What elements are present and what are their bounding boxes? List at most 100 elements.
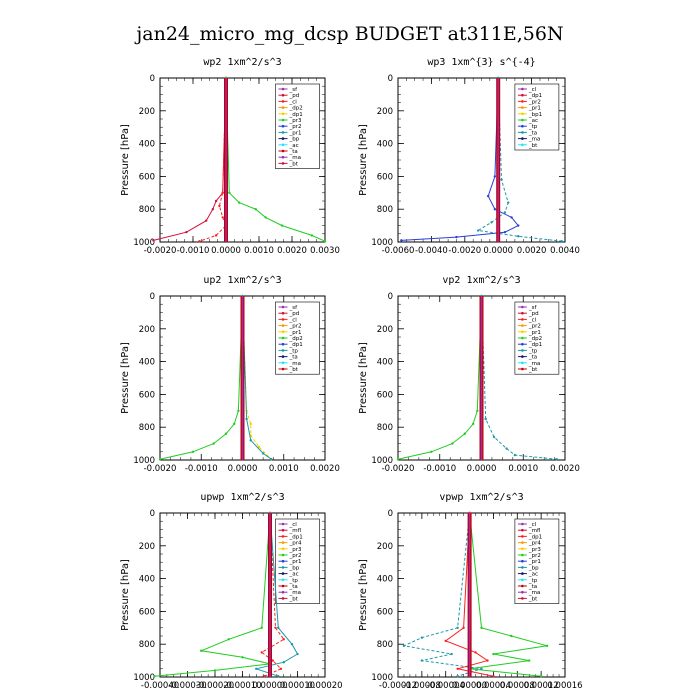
series-point <box>555 457 558 461</box>
figure-title: jan24_micro_mg_dcsp BUDGET at311E,56N <box>134 23 563 45</box>
series-point <box>260 626 263 629</box>
legend-label: _pr1 <box>289 559 302 565</box>
chart-panel: up2 1xm^2/s^3 Pressure [hPa] -0.0020 -0.001… <box>120 275 340 474</box>
legend-marker <box>281 597 285 600</box>
x-tick-label: 0.0030 <box>310 246 340 256</box>
panel-title: wp2 1xm^2/s^3 <box>203 57 281 68</box>
series-point <box>212 442 215 445</box>
legend-marker <box>281 535 285 538</box>
x-tick-label: -0.0040 <box>415 246 448 256</box>
series-point <box>249 439 252 442</box>
series-point <box>444 639 447 643</box>
legend-label: _dp1 <box>289 342 303 348</box>
series-point <box>430 450 433 453</box>
x-tick-label: -0.0020 <box>382 464 415 474</box>
series-point <box>545 644 549 648</box>
series-point <box>152 239 155 242</box>
x-tick-label: -0.00030 <box>168 681 206 691</box>
series-point <box>492 674 495 678</box>
legend-label: _cl <box>289 99 298 105</box>
series-point <box>505 447 508 450</box>
legend-marker <box>281 559 285 563</box>
legend-marker <box>281 330 285 334</box>
series-point <box>402 644 406 648</box>
series-point <box>463 432 466 435</box>
series-point <box>476 229 480 232</box>
legend-marker <box>281 93 285 97</box>
panel-title: wp3 1xm^{3} s^{-4} <box>427 57 535 68</box>
legend-marker <box>521 330 524 334</box>
x-tick-label: -0.00040 <box>141 681 179 691</box>
y-tick-label: 600 <box>139 390 155 400</box>
legend-label: _tp <box>528 348 538 354</box>
series-point <box>282 661 285 664</box>
legend-marker <box>281 522 285 526</box>
series-line <box>476 77 562 242</box>
legend-label: _tp <box>528 124 538 130</box>
legend-label: _pd <box>528 311 539 317</box>
y-tick-label: 400 <box>377 140 393 150</box>
series-point <box>310 234 313 237</box>
legend-label: _dp1 <box>528 93 542 99</box>
y-tick-label: 200 <box>139 107 155 117</box>
legend-label: _pr1 <box>289 130 302 136</box>
series-point <box>221 216 224 219</box>
legend-marker <box>281 311 285 315</box>
legend-marker <box>281 100 285 103</box>
series-point <box>280 224 284 227</box>
legend-marker <box>521 553 524 557</box>
series-point <box>480 626 483 629</box>
x-tick-label: -0.0010 <box>177 246 210 256</box>
legend-marker <box>521 318 524 321</box>
x-tick-label: -0.0010 <box>185 464 218 474</box>
legend-marker <box>281 149 285 153</box>
legend-marker <box>521 578 524 582</box>
legend-label: _sf <box>528 305 538 311</box>
series-point <box>451 442 454 445</box>
y-tick-label: 200 <box>139 542 155 552</box>
y-tick-label: 200 <box>139 325 155 335</box>
series-point <box>490 221 493 224</box>
legend-marker <box>521 572 524 575</box>
legend-label: _pr2 <box>289 324 302 330</box>
legend-label: _pr2 <box>528 553 541 559</box>
legend-marker <box>521 342 524 346</box>
legend-marker <box>521 535 524 538</box>
series-point <box>227 638 230 641</box>
x-tick-label: -0.00004 <box>427 681 465 691</box>
series-point <box>455 235 458 239</box>
y-axis-label: Pressure [hPa] <box>358 342 369 414</box>
legend-label: _ta <box>289 149 298 155</box>
series-point <box>503 230 507 234</box>
legend-label: _mfl <box>289 528 302 534</box>
series-point <box>486 659 489 662</box>
series-point <box>279 667 283 670</box>
legend-label: _sf <box>289 305 299 311</box>
legend-marker <box>521 137 524 140</box>
legend-marker <box>281 590 285 594</box>
series-point <box>277 674 280 678</box>
legend-marker <box>281 318 285 321</box>
legend-label: _ma <box>289 590 301 596</box>
series-line <box>242 295 272 460</box>
series-point <box>200 649 203 652</box>
y-axis-label: Pressure [hPa] <box>120 342 131 414</box>
legend-marker <box>521 87 524 91</box>
y-tick-label: 800 <box>139 205 155 215</box>
legend-marker <box>521 547 524 551</box>
series-point <box>500 178 503 181</box>
legend-label: _bt <box>289 367 299 373</box>
series-line <box>153 77 227 241</box>
series-point <box>456 667 459 670</box>
series-point <box>476 409 479 412</box>
series-point <box>510 216 513 219</box>
legend-label: _pr3 <box>528 547 542 553</box>
legend-label: _pr1 <box>528 106 541 112</box>
legend-marker <box>281 336 285 340</box>
panel-title: up2 1xm^2/s^3 <box>203 275 281 286</box>
series-point <box>255 667 258 670</box>
series-line <box>225 77 326 242</box>
x-tick-label: 0.0010 <box>269 464 299 474</box>
